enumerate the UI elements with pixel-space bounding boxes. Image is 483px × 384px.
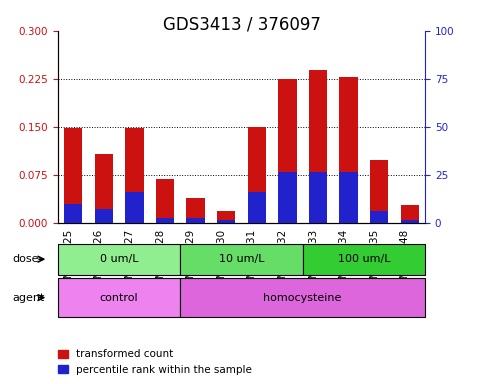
Text: dose: dose bbox=[12, 254, 39, 264]
Bar bbox=[186, 218, 205, 223]
Bar bbox=[340, 172, 358, 223]
Bar bbox=[125, 192, 143, 223]
Legend: transformed count, percentile rank within the sample: transformed count, percentile rank withi… bbox=[54, 345, 256, 379]
Text: homocysteine: homocysteine bbox=[264, 293, 342, 303]
Bar bbox=[278, 172, 297, 223]
Bar bbox=[64, 204, 83, 223]
Text: 10 um/L: 10 um/L bbox=[219, 254, 264, 264]
Bar bbox=[400, 220, 419, 223]
Bar bbox=[186, 199, 205, 223]
Bar bbox=[64, 128, 83, 223]
Text: 0 um/L: 0 um/L bbox=[100, 254, 139, 264]
Bar bbox=[278, 79, 297, 223]
Bar bbox=[217, 220, 235, 223]
Bar bbox=[156, 218, 174, 223]
Bar bbox=[400, 205, 419, 223]
Bar bbox=[156, 179, 174, 223]
Bar bbox=[309, 70, 327, 223]
Bar bbox=[95, 209, 113, 223]
Bar bbox=[248, 192, 266, 223]
Text: agent: agent bbox=[12, 293, 44, 303]
Bar bbox=[340, 77, 358, 223]
Bar bbox=[217, 211, 235, 223]
Bar bbox=[248, 127, 266, 223]
Bar bbox=[370, 211, 388, 223]
Bar bbox=[370, 160, 388, 223]
Text: control: control bbox=[100, 293, 139, 303]
Text: GDS3413 / 376097: GDS3413 / 376097 bbox=[163, 15, 320, 33]
Text: 100 um/L: 100 um/L bbox=[338, 254, 390, 264]
Bar bbox=[95, 154, 113, 223]
Bar bbox=[125, 128, 143, 223]
Bar bbox=[309, 172, 327, 223]
